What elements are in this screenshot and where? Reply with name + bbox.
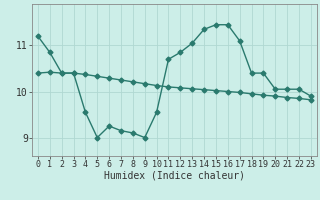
X-axis label: Humidex (Indice chaleur): Humidex (Indice chaleur) [104,171,245,181]
